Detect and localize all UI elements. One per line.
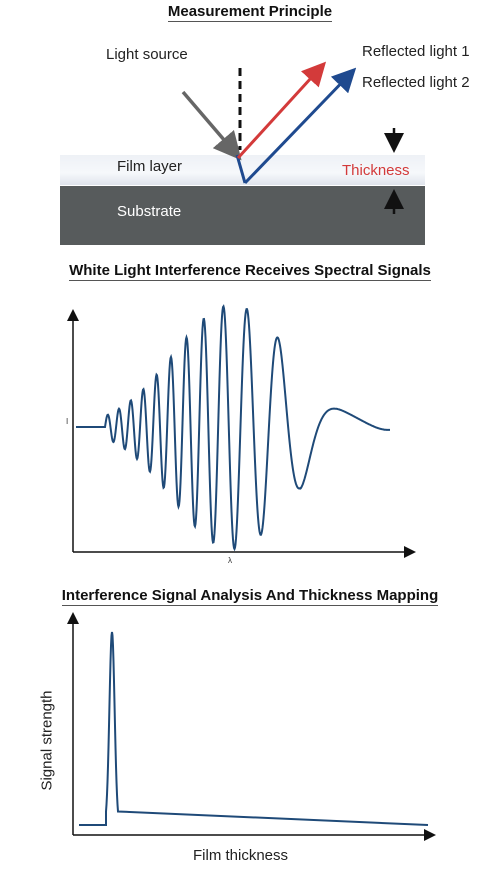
- substrate-label: Substrate: [117, 203, 182, 220]
- spectral-signal-title: White Light Interference Receives Spectr…: [69, 262, 431, 281]
- thickness-mapping-title: Interference Signal Analysis And Thickne…: [61, 587, 439, 606]
- reflected-light-2-label: Reflected light 2: [362, 74, 470, 91]
- reflected-light-1-label: Reflected light 1: [362, 43, 470, 60]
- measurement-principle-title: Measurement Principle: [167, 3, 333, 22]
- wavelength-tick-label: λ: [228, 556, 232, 565]
- intensity-tick-label: I: [66, 417, 69, 426]
- film-thickness-axis-label: Film thickness: [193, 847, 289, 864]
- thickness-label: Thickness: [342, 162, 410, 179]
- refracted-ray: [235, 154, 247, 184]
- light-source-label: Light source: [106, 46, 188, 63]
- signal-strength-axis-label: Signal strength: [38, 690, 56, 791]
- reflected-light-2-arrow: [243, 67, 357, 185]
- light-source-arrow: [181, 90, 242, 161]
- signal-peak-line: [79, 631, 429, 826]
- substrate-block: [60, 186, 425, 245]
- reflected-light-1-arrow: [236, 61, 327, 160]
- film-layer-label: Film layer: [117, 158, 183, 175]
- interference-wave: [76, 304, 390, 552]
